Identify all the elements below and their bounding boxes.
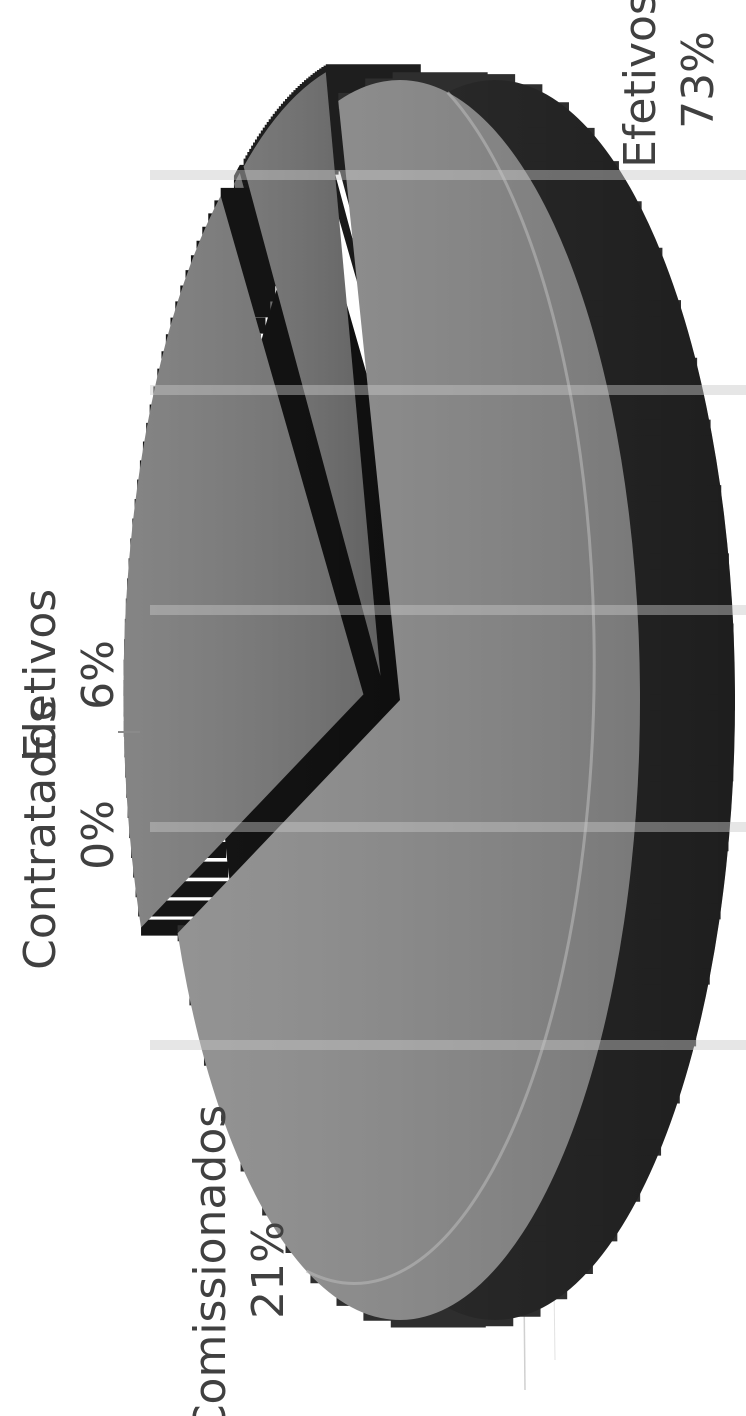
scan-line — [150, 605, 746, 615]
slice-eletivos-highlight — [243, 72, 381, 676]
label-contratados: Contratados 0% — [15, 700, 124, 970]
label-eletivos-name: Eletivos — [15, 589, 66, 761]
label-comissionados: Comissionados 21% — [185, 1105, 294, 1416]
label-contratados-value: 0% — [73, 800, 124, 870]
scan-line — [150, 822, 746, 832]
scan-lines — [150, 170, 746, 1050]
scan-line — [150, 1040, 746, 1050]
slice-efetivos-highlight — [177, 80, 641, 1320]
slice-efetivos-rim — [305, 91, 596, 1285]
label-comissionados-name: Comissionados — [185, 1105, 236, 1416]
label-efetivos: Efetivos 73% — [615, 0, 724, 168]
label-contratados-name: Contratados — [15, 700, 66, 970]
pie-slices — [123, 64, 735, 1328]
pie-labels: Efetivos 73% Comissionados 21% Contratados 0%… — [15, 0, 724, 1416]
label-efetivos-value: 73% — [673, 31, 724, 129]
scan-line — [150, 385, 746, 395]
label-eletivos-value: 6% — [73, 640, 124, 710]
label-eletivos: Eletivos 6% — [15, 589, 124, 761]
scan-line — [150, 170, 746, 180]
label-comissionados-value: 21% — [243, 1221, 294, 1319]
label-efetivos-name: Efetivos — [615, 0, 666, 168]
slice-comissionados-highlight — [123, 195, 364, 928]
